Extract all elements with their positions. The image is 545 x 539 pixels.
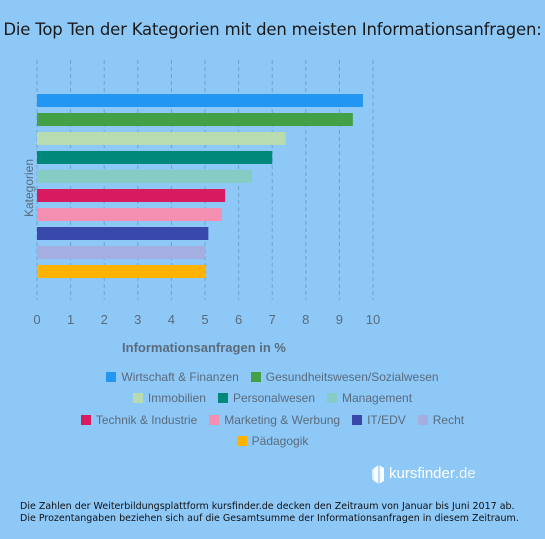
legend-swatch (417, 414, 428, 425)
bar (37, 246, 205, 259)
legend-item[interactable]: Management (327, 388, 412, 409)
chart-title: Die Top Ten der Kategorien mit den meist… (3, 20, 542, 39)
bar (37, 132, 286, 145)
x-tick-label: 6 (235, 312, 242, 327)
legend-swatch (132, 393, 143, 403)
footnote: Die Zahlen der Weiterbildungsplattform k… (20, 501, 519, 524)
x-tick-label: 7 (269, 312, 276, 327)
legend-item[interactable]: Gesundheitswesen/Sozialwesen (250, 366, 439, 387)
kursfinder-logo: kursfinder .de (372, 462, 476, 484)
x-tick-label: 1 (67, 312, 74, 327)
y-axis-label: Kategorien (22, 159, 36, 217)
legend-item[interactable]: Technik & Industrie (80, 409, 198, 430)
legend-swatch (250, 371, 261, 382)
legend-item[interactable]: Personalwesen (217, 388, 316, 409)
bars (37, 94, 363, 278)
bar (37, 170, 253, 183)
legend-item[interactable]: IT/EDV (352, 409, 406, 430)
legend-row: Immobilien Personalwesen Management (0, 388, 545, 409)
legend-swatch (236, 436, 247, 446)
x-tick-label: 3 (134, 312, 141, 327)
x-tick-label: 0 (33, 312, 40, 327)
legend-swatch (327, 393, 338, 403)
bar (37, 265, 205, 278)
bar (37, 94, 363, 107)
logo-suffix: .de (454, 464, 476, 482)
x-tick-label: 5 (201, 312, 208, 327)
legend-label: Technik & Industrie (95, 412, 198, 427)
legend-swatch (209, 414, 220, 425)
legend-item[interactable]: Immobilien (132, 388, 206, 409)
legend-row: Pädagogik (0, 431, 545, 452)
x-tick-label: 9 (336, 312, 343, 327)
bar-chart: 0 1 2 3 4 5 6 7 8 9 10 Kategorien Informationsanfr… (22, 60, 380, 355)
legend: Wirtschaft & Finanzen Gesundheitswesen/So… (0, 366, 545, 452)
x-axis-label: Informationsanfragen in % (122, 340, 286, 355)
legend-item[interactable]: Recht (417, 409, 465, 430)
bar (37, 151, 273, 164)
legend-swatch (106, 371, 117, 382)
legend-swatch (217, 393, 228, 403)
legend-swatch (80, 414, 91, 425)
x-tick-label: 4 (168, 312, 175, 327)
legend-label: Management (342, 391, 413, 405)
bar (37, 227, 209, 240)
legend-label: Recht (432, 412, 465, 427)
legend-label: Gesundheitswesen/Sozialwesen (265, 369, 439, 384)
legend-row: Wirtschaft & Finanzen Gesundheitswesen/So… (0, 366, 545, 387)
x-tick-label: 10 (366, 312, 380, 327)
x-tick-label: 8 (302, 312, 309, 327)
logo-icon (372, 465, 384, 484)
legend-label: Pädagogik (251, 434, 309, 448)
bar (37, 189, 226, 202)
legend-item[interactable]: Marketing & Werbung (209, 409, 340, 430)
x-tick-labels: 0 1 2 3 4 5 6 7 8 9 10 (33, 312, 380, 327)
legend-swatch (352, 414, 363, 425)
legend-label: IT/EDV (367, 412, 406, 427)
legend-item[interactable]: Wirtschaft & Finanzen (106, 366, 239, 387)
legend-label: Marketing & Werbung (224, 412, 341, 427)
legend-label: Personalwesen (232, 391, 316, 405)
bar (37, 113, 353, 126)
x-tick-label: 2 (101, 312, 108, 327)
legend-label: Wirtschaft & Finanzen (121, 369, 239, 384)
legend-row: Technik & Industrie Marketing & Werbung IT… (0, 409, 545, 430)
bar (37, 208, 222, 221)
legend-label: Immobilien (147, 391, 206, 405)
legend-item[interactable]: Pädagogik (236, 431, 309, 452)
logo-text: kursfinder (389, 464, 455, 482)
